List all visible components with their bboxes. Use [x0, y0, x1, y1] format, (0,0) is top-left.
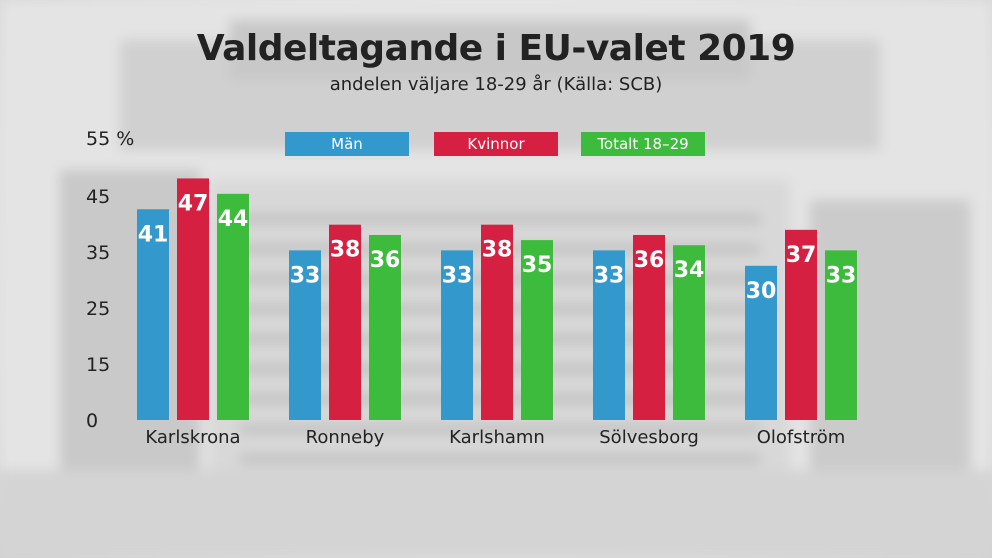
category-label: Olofström [757, 427, 846, 448]
data-label: 37 [786, 243, 817, 268]
chart-title: Valdeltagande i EU-valet 2019 [196, 28, 796, 69]
bar-olofström-2 [825, 250, 857, 420]
bar-ronneby-1 [329, 224, 361, 420]
ytick-55: 55 % [86, 128, 134, 150]
data-label: 33 [826, 263, 857, 288]
bar-ronneby-0 [289, 250, 321, 420]
category-label: Ronneby [306, 427, 385, 448]
data-label: 35 [522, 253, 553, 278]
data-label: 47 [178, 191, 209, 216]
bar-karlshamn-0 [441, 250, 473, 420]
data-label: 33 [594, 263, 625, 288]
data-label: 38 [330, 238, 361, 263]
data-label: 30 [746, 279, 777, 304]
data-label: 41 [138, 222, 169, 247]
ytick-45: 45 [86, 186, 110, 208]
bar-sölvesborg-2 [673, 245, 705, 420]
data-label: 33 [290, 263, 321, 288]
bar-karlshamn-2 [521, 240, 553, 420]
bar-olofström-0 [745, 265, 777, 420]
bar-karlskrona-2 [217, 193, 249, 420]
bar-sölvesborg-0 [593, 250, 625, 420]
data-label: 38 [482, 238, 513, 263]
legend-item: Män [285, 132, 409, 156]
data-label: 36 [634, 248, 665, 273]
chart-subtitle: andelen väljare 18-29 år (Källa: SCB) [329, 74, 663, 95]
ytick-15: 15 [86, 354, 110, 376]
bar-olofström-1 [785, 229, 817, 420]
ytick-25: 25 [86, 298, 110, 320]
category-label: Sölvesborg [599, 427, 699, 448]
ytick-35: 35 [86, 242, 110, 264]
bar-karlskrona-1 [177, 178, 209, 420]
ytick-0: 0 [86, 410, 98, 432]
data-label: 36 [370, 248, 401, 273]
category-label: Karlskrona [145, 427, 240, 448]
legend-item: Kvinnor [434, 132, 558, 156]
legend-item: Totalt 18–29 [581, 132, 705, 156]
data-label: 34 [674, 258, 705, 283]
bar-sölvesborg-1 [633, 234, 665, 420]
data-label: 33 [442, 263, 473, 288]
category-label: Karlshamn [449, 427, 545, 448]
data-label: 44 [218, 207, 249, 232]
bar-ronneby-2 [369, 234, 401, 420]
bar-karlskrona-0 [137, 209, 169, 420]
bar-karlshamn-1 [481, 224, 513, 420]
